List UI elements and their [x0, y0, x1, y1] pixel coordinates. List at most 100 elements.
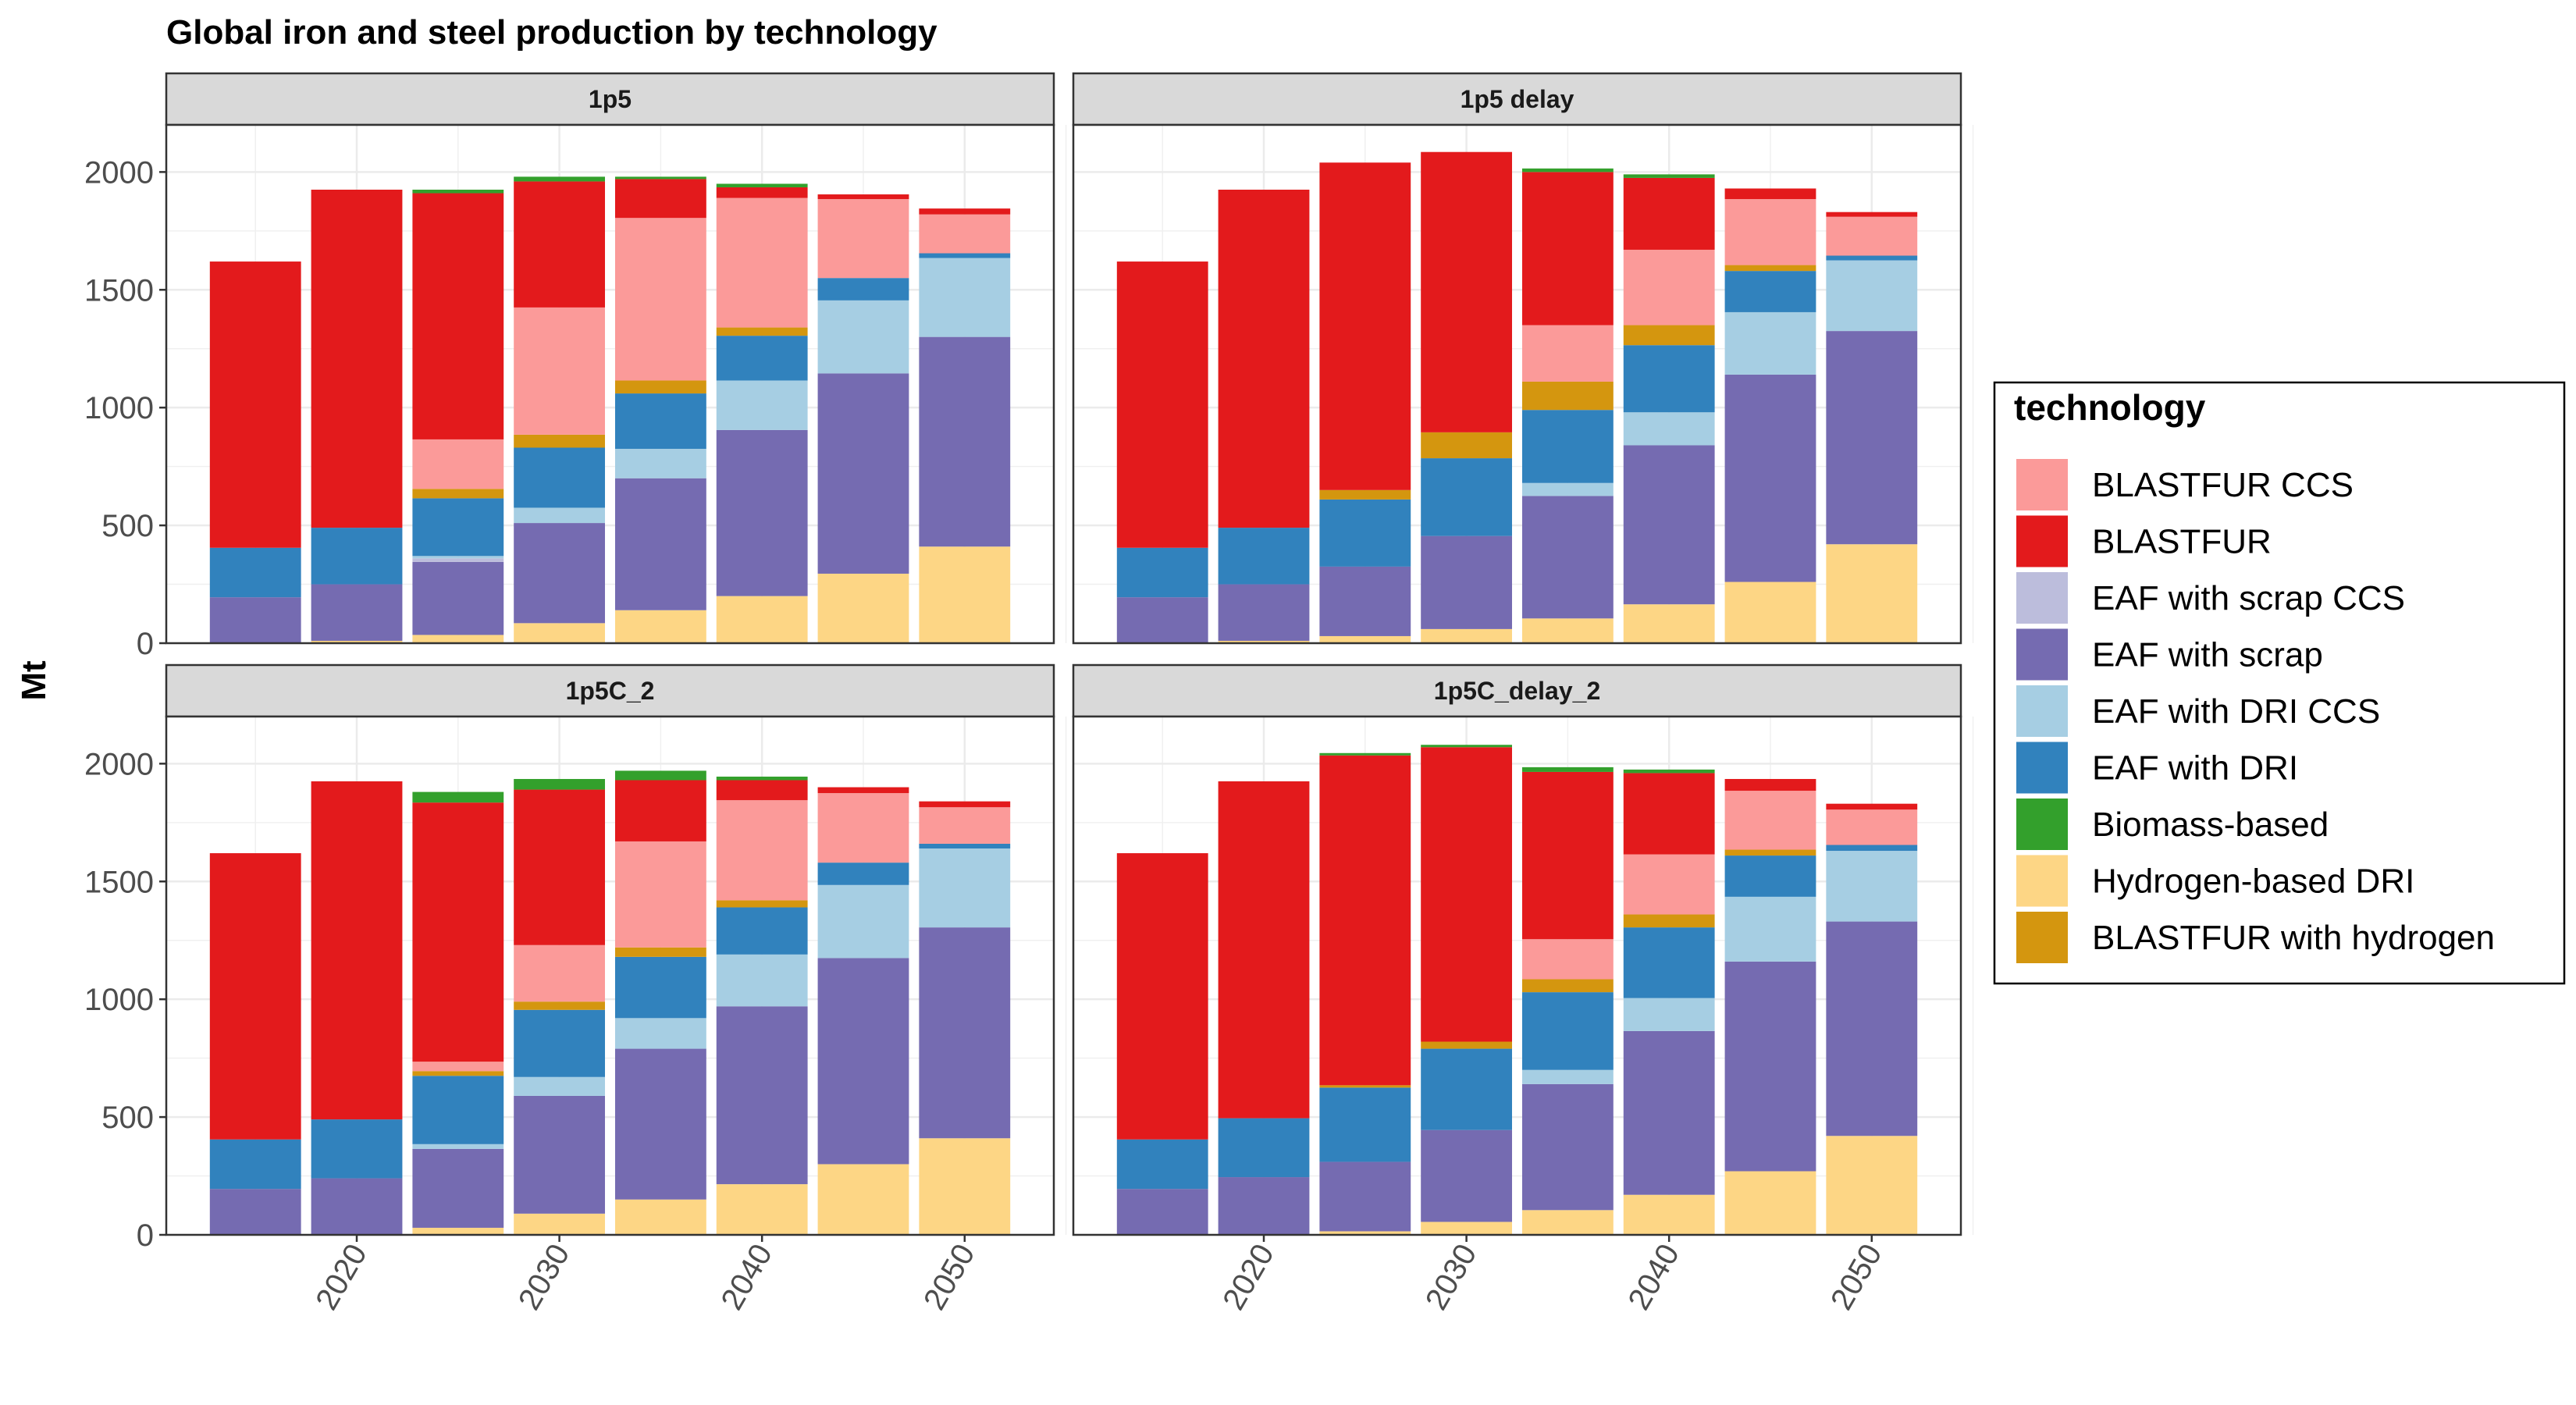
legend-swatch: [2016, 685, 2068, 737]
bar-segment: [817, 793, 909, 863]
bar-segment: [514, 447, 606, 508]
y-tick-label: 1500: [84, 273, 154, 308]
bar-segment: [919, 208, 1011, 215]
bar-segment: [716, 327, 808, 336]
y-tick-label: 1500: [84, 865, 154, 899]
bar-segment: [311, 640, 403, 643]
bar-segment: [1521, 979, 1614, 993]
bar-segment: [716, 900, 808, 908]
bar-segment: [514, 181, 606, 308]
bar-segment: [412, 1062, 504, 1072]
bar-segment: [1826, 921, 1918, 1136]
bar-segment: [1218, 190, 1310, 528]
y-tick-label: 2000: [84, 155, 154, 190]
bar-segment: [1421, 151, 1513, 432]
bar-segment: [514, 507, 606, 524]
bar-segment: [209, 853, 301, 1140]
bar-segment: [1421, 1129, 1513, 1222]
bar-segment: [1623, 773, 1715, 855]
bar-segment: [919, 801, 1011, 808]
bar-segment: [1623, 345, 1715, 413]
bar-segment: [412, 791, 504, 803]
y-tick-label: 500: [101, 509, 154, 543]
bar-segment: [412, 1148, 504, 1228]
bar-segment: [412, 556, 504, 559]
bar-segment: [514, 1213, 606, 1235]
legend-swatch: [2016, 742, 2068, 794]
bar-segment: [1421, 1041, 1513, 1049]
bar-segment: [412, 193, 504, 439]
bar-segment: [514, 1076, 606, 1096]
bar-segment: [1826, 260, 1918, 332]
bar-segment: [817, 863, 909, 885]
bar-segment: [1218, 781, 1310, 1119]
bar-segment: [1521, 496, 1614, 619]
bar-segment: [614, 218, 706, 381]
bar-segment: [412, 1071, 504, 1076]
legend-label: Biomass-based: [2092, 806, 2329, 844]
chart-title: Global iron and steel production by tech…: [166, 13, 938, 52]
bar-segment: [716, 336, 808, 381]
facet-strip: [165, 663, 1055, 718]
bar-segment: [1319, 1085, 1411, 1088]
bar-segment: [1623, 1194, 1715, 1235]
bar-segment: [716, 1184, 808, 1235]
bar-segment: [716, 187, 808, 198]
bar-segment: [1724, 271, 1816, 312]
bar-segment: [412, 1227, 504, 1235]
bar-segment: [614, 393, 706, 449]
bar-segment: [919, 253, 1011, 258]
y-tick-label: 2000: [84, 747, 154, 781]
legend-item: EAF with DRI: [2016, 742, 2298, 794]
bar-segment: [1724, 311, 1816, 375]
bar-segment: [514, 307, 606, 435]
panel-border: [1072, 715, 1962, 1236]
bar-segment: [1724, 855, 1816, 897]
bar-segment: [1724, 849, 1816, 856]
bar-segment: [1521, 992, 1614, 1070]
bar-segment: [1319, 1161, 1411, 1232]
bar-segment: [514, 623, 606, 643]
bar-segment: [817, 373, 909, 574]
facet-panel: 1p5 0 500 1000 1500 2000: [84, 72, 1067, 661]
y-tick-label: 0: [137, 1218, 154, 1253]
bar-segment: [1826, 809, 1918, 845]
bar-segment: [1319, 1231, 1411, 1235]
bar-segment: [1116, 261, 1208, 548]
bar-segment: [1521, 618, 1614, 643]
bar-segment: [1521, 410, 1614, 483]
bar-segment: [311, 1119, 403, 1179]
bar-segment: [919, 214, 1011, 254]
bar-segment: [614, 841, 706, 948]
bar-segment: [614, 449, 706, 478]
bar-segment: [716, 429, 808, 596]
facet-strip: [1072, 72, 1962, 126]
y-tick-label: 0: [137, 627, 154, 661]
bar-segment: [412, 439, 504, 489]
bar-segment: [412, 498, 504, 557]
bar-segment: [716, 780, 808, 801]
bar-segment: [1521, 939, 1614, 980]
bar-segment: [1521, 771, 1614, 940]
bar-segment: [716, 907, 808, 955]
bar-segment: [514, 1009, 606, 1077]
legend-swatch: [2016, 799, 2068, 850]
y-tick-label: 1000: [84, 983, 154, 1017]
bar-segment: [919, 258, 1011, 337]
bar-segment: [311, 190, 403, 528]
bar-segment: [919, 336, 1011, 547]
bar-segment: [817, 958, 909, 1165]
legend-item: BLASTFUR CCS: [2016, 459, 2354, 510]
bar-segment: [1319, 162, 1411, 490]
bar-segment: [311, 528, 403, 585]
bar-segment: [1826, 803, 1918, 810]
bar-segment: [1623, 927, 1715, 998]
bar-segment: [1623, 914, 1715, 928]
panel-border: [165, 715, 1055, 1236]
bar-segment: [1826, 216, 1918, 256]
bar-segment: [1826, 845, 1918, 852]
bar-segment: [1826, 851, 1918, 922]
